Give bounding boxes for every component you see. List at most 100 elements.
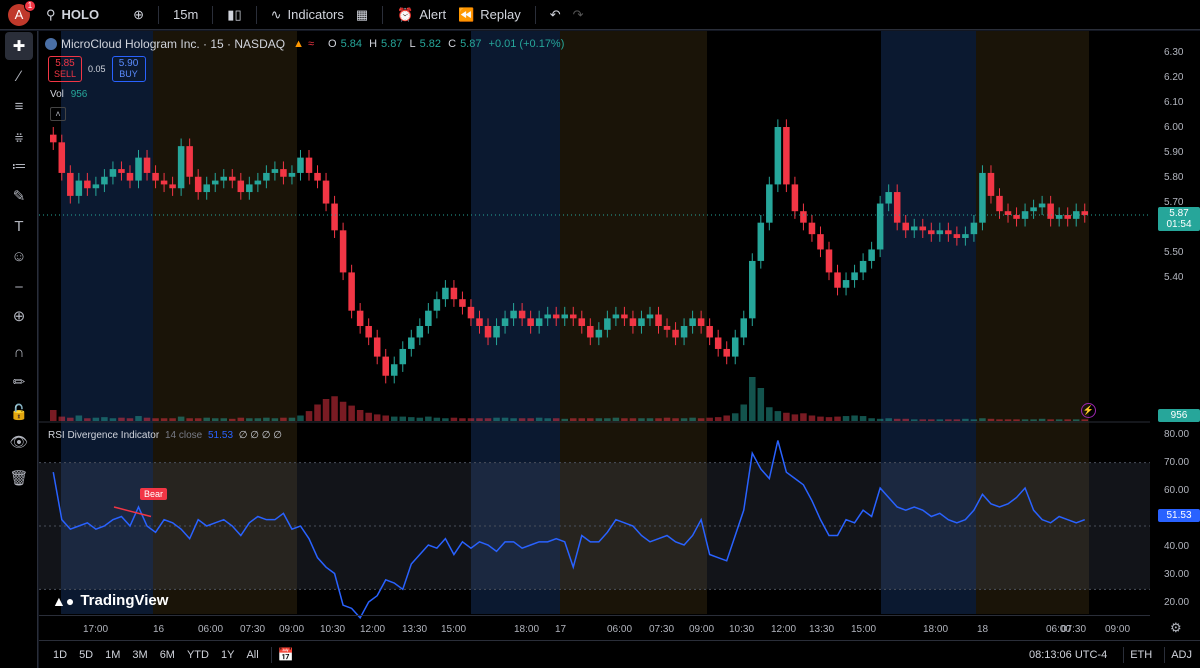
volume-bar bbox=[612, 417, 620, 421]
crosshair-tool[interactable]: ✚ bbox=[0, 31, 38, 61]
candle-body bbox=[612, 314, 620, 319]
indicators-button[interactable]: ∿ Indicators bbox=[265, 0, 350, 30]
compare-button[interactable]: ⊕ bbox=[127, 0, 150, 30]
candle-body bbox=[484, 325, 492, 338]
lightning-icon[interactable]: ⚡ bbox=[1081, 403, 1096, 418]
volume-bar bbox=[791, 414, 799, 421]
price-tick: 5.90 bbox=[1164, 147, 1184, 158]
symbol-search[interactable]: ⚲ HOLO bbox=[40, 0, 105, 30]
goto-date-icon[interactable]: 📅 bbox=[277, 646, 294, 662]
candle-body bbox=[706, 325, 713, 338]
chart-pane[interactable] bbox=[39, 31, 1200, 668]
lock-tool[interactable]: 🔓 bbox=[0, 397, 38, 427]
candle-body bbox=[910, 226, 918, 231]
fib-tool[interactable]: ≡ bbox=[0, 91, 38, 121]
time-tick: 13:30 bbox=[809, 624, 835, 635]
range-6m-button[interactable]: 6M bbox=[159, 648, 175, 661]
volume-bar bbox=[774, 411, 782, 421]
measure-tool[interactable]: ⎯ bbox=[0, 271, 38, 301]
time-tick: 18 bbox=[977, 624, 989, 635]
candle-body bbox=[552, 314, 560, 319]
trendline-tool[interactable]: ∕ bbox=[0, 61, 38, 91]
icons-tool[interactable]: ☺ bbox=[0, 241, 38, 271]
volume-bar bbox=[373, 414, 381, 421]
trash-icon: 🗑 bbox=[9, 470, 29, 487]
high-value: 5.87 bbox=[381, 38, 403, 50]
volume-bar bbox=[390, 416, 398, 421]
layouts-button[interactable]: ▦ bbox=[350, 0, 374, 30]
volume-bar bbox=[92, 417, 100, 421]
volume-bar bbox=[237, 417, 245, 421]
volume-bar bbox=[143, 417, 151, 421]
collapse-legend-button[interactable]: ˄ bbox=[50, 107, 66, 121]
volume-bar bbox=[928, 419, 935, 421]
volume-bar bbox=[876, 418, 884, 421]
range-5d-button[interactable]: 5D bbox=[79, 648, 94, 661]
lock-icon: 🔓 bbox=[9, 404, 29, 421]
candle-body bbox=[893, 192, 901, 223]
trade-buttons: 5.85 SELL 0.05 5.90 BUY bbox=[48, 56, 146, 82]
magnet-tool[interactable]: ∩ bbox=[0, 337, 38, 367]
volume-bar bbox=[527, 418, 534, 421]
chart-type-button[interactable]: ▮▯ bbox=[221, 0, 247, 30]
pattern-tool[interactable]: ⩷ bbox=[0, 121, 38, 151]
range-1m-button[interactable]: 1M bbox=[105, 648, 121, 661]
settings-icon[interactable]: ⚙ bbox=[1170, 620, 1182, 635]
session-label[interactable]: ETH bbox=[1130, 648, 1153, 661]
volume-bar bbox=[766, 407, 773, 421]
delete-tool[interactable]: 🗑 bbox=[0, 463, 38, 493]
chart-canvas[interactable] bbox=[39, 31, 1200, 668]
draw-lock-tool[interactable]: ✏ bbox=[0, 367, 38, 397]
adj-toggle[interactable]: ADJ bbox=[1171, 648, 1192, 661]
rsi-tick: 80.00 bbox=[1164, 429, 1190, 440]
range-1y-button[interactable]: 1Y bbox=[220, 648, 235, 661]
candle-body bbox=[331, 203, 338, 231]
buy-label: BUY bbox=[119, 69, 138, 79]
volume-bar bbox=[382, 415, 389, 421]
candle-body bbox=[783, 127, 790, 185]
text-tool[interactable]: T bbox=[0, 211, 38, 241]
pattern-icon: ⩷ bbox=[14, 127, 24, 145]
divider bbox=[255, 5, 257, 24]
candle-body bbox=[655, 314, 662, 326]
forecast-icon: ≔ bbox=[11, 158, 27, 175]
replay-button[interactable]: ⏪ Replay bbox=[452, 0, 527, 30]
price-tick: 6.30 bbox=[1164, 47, 1184, 58]
volume-bar bbox=[834, 416, 841, 421]
session-band bbox=[976, 31, 1089, 614]
range-1d-button[interactable]: 1D bbox=[53, 648, 68, 661]
candle-body bbox=[561, 314, 568, 319]
brush-tool[interactable]: ✎ bbox=[0, 181, 38, 211]
alert-button[interactable]: ⏰ Alert bbox=[391, 0, 452, 30]
sell-button[interactable]: 5.85 SELL bbox=[48, 56, 82, 82]
range-ytd-button[interactable]: YTD bbox=[186, 648, 209, 661]
volume-bar bbox=[561, 418, 568, 421]
rsi-value: 51.53 bbox=[207, 430, 234, 441]
candle-body bbox=[689, 318, 696, 326]
range-3m-button[interactable]: 3M bbox=[132, 648, 148, 661]
candle-body bbox=[467, 306, 475, 319]
time-axis[interactable]: 17:00 16 06:00 07:30 09:00 10:30 12:00 13:30 15:… bbox=[39, 615, 1150, 637]
clock[interactable]: 08:13:06 UTC-4 bbox=[1028, 648, 1108, 661]
range-all-button[interactable]: All bbox=[246, 648, 259, 661]
visibility-tool[interactable]: 👁 bbox=[0, 427, 38, 457]
forecast-tool[interactable]: ≔ bbox=[0, 151, 38, 181]
undo-button[interactable]: ↶ bbox=[544, 0, 567, 30]
volume-bar bbox=[868, 418, 875, 421]
alert-label: Alert bbox=[419, 7, 447, 22]
zoom-tool[interactable]: ⊕ bbox=[0, 301, 38, 331]
volume-bar bbox=[271, 418, 279, 421]
redo-button[interactable]: ↷ bbox=[567, 0, 590, 30]
volume-bar bbox=[322, 399, 330, 421]
user-avatar[interactable]: A 1 bbox=[8, 0, 36, 26]
buy-button[interactable]: 5.90 BUY bbox=[111, 56, 146, 82]
interval-button[interactable]: 15m bbox=[167, 0, 204, 30]
time-tick: 17 bbox=[555, 624, 567, 635]
time-tick: 13:30 bbox=[402, 624, 428, 635]
candle-body bbox=[876, 203, 884, 250]
candle-body bbox=[766, 184, 773, 223]
candle-body bbox=[118, 169, 125, 173]
time-tick: 18:00 bbox=[514, 624, 540, 635]
rewind-icon: ⏪ bbox=[458, 6, 475, 22]
session-band bbox=[153, 31, 297, 614]
